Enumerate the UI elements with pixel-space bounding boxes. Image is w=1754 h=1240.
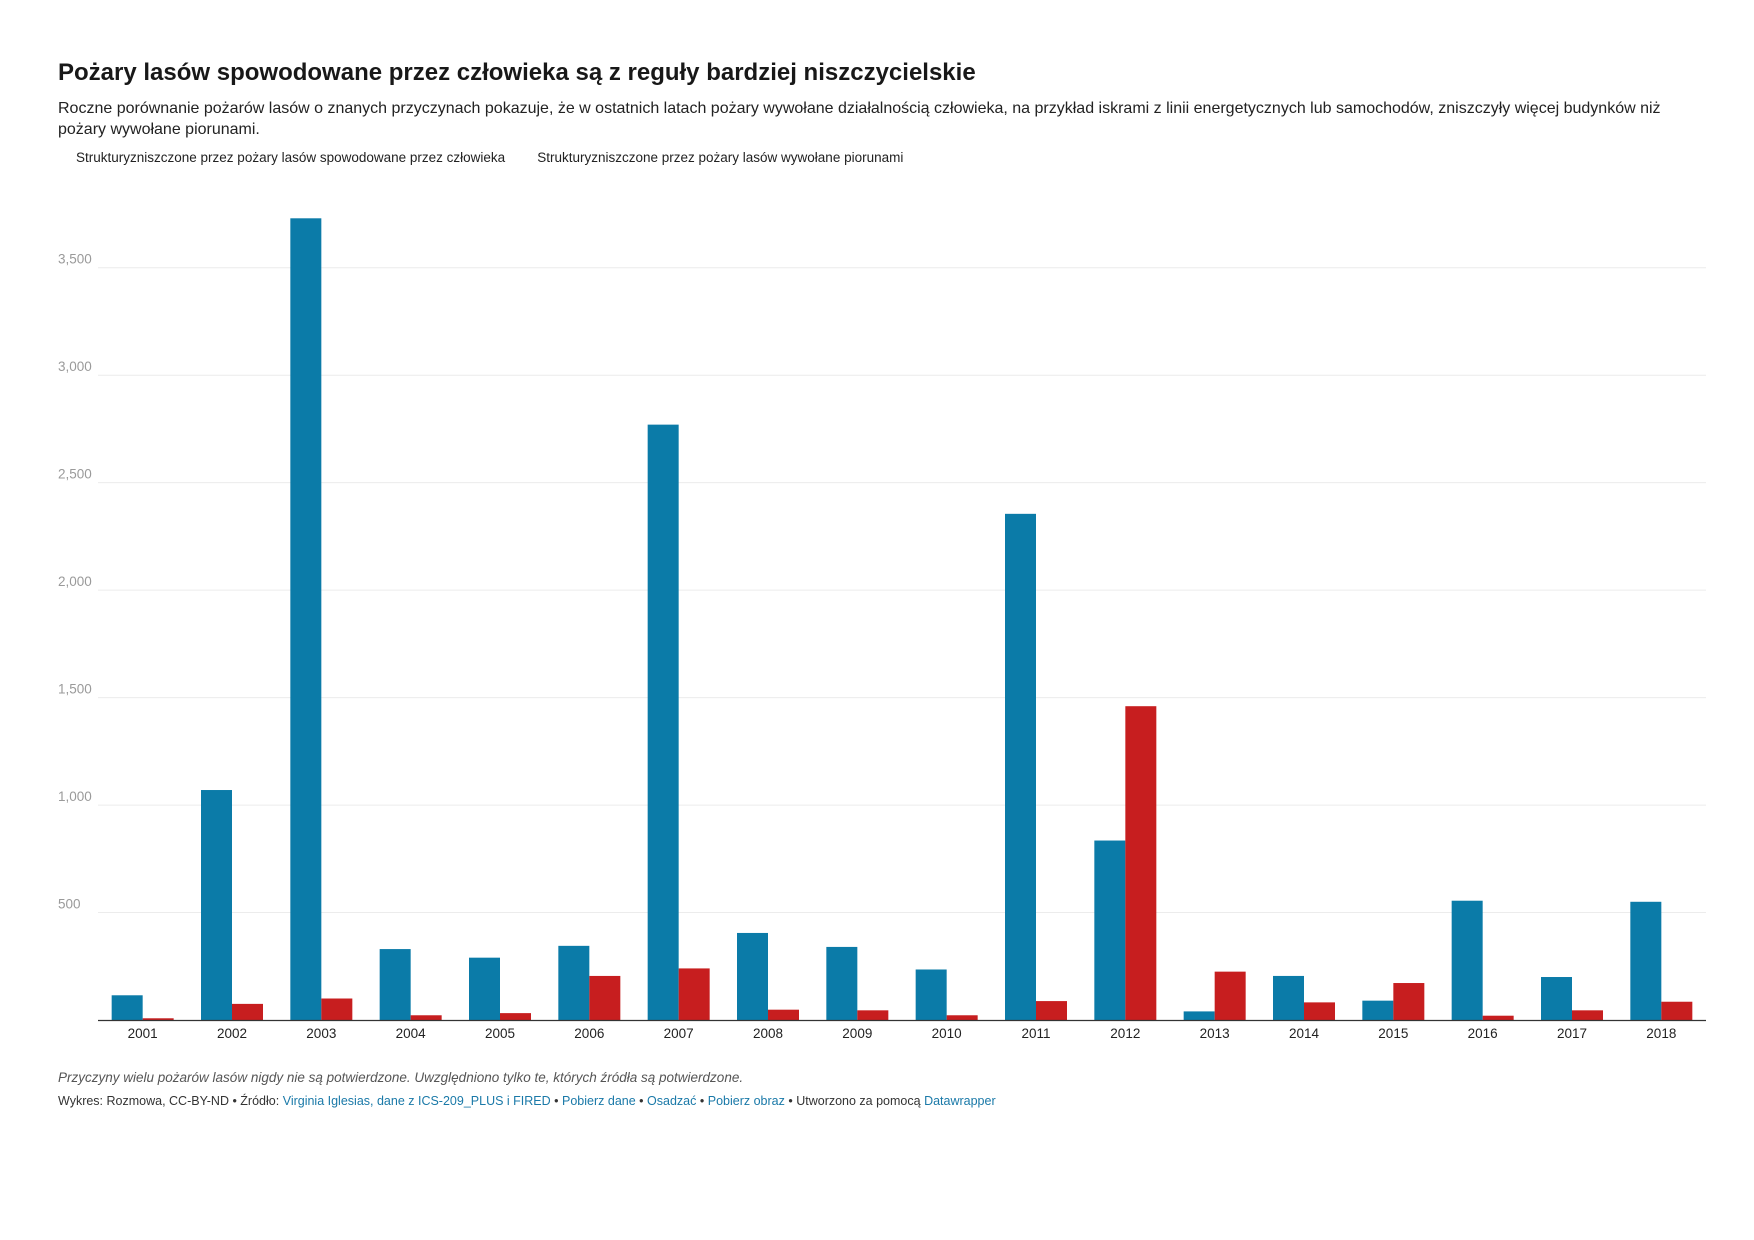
download-image-link[interactable]: Pobierz obraz (707, 1094, 785, 1108)
chart-note: Przyczyny wielu pożarów lasów nigdy nie … (58, 1070, 744, 1085)
bar-human (379, 949, 411, 1020)
bar-human (1183, 1011, 1215, 1020)
y-tick-label: 1,000 (58, 789, 92, 804)
x-tick-label: 2003 (306, 1026, 336, 1041)
bar-lightning (1036, 1001, 1067, 1020)
x-tick-label: 2008 (753, 1026, 783, 1041)
bar-lightning (946, 1015, 978, 1020)
made-with-text: • Utworzono za pomocą (788, 1094, 921, 1108)
x-tick-label: 2006 (574, 1026, 604, 1041)
bar-lightning (232, 1003, 263, 1020)
x-tick-label: 2018 (1646, 1026, 1676, 1041)
y-tick-label: 1,500 (58, 682, 92, 697)
bar-human (111, 995, 143, 1020)
source-link[interactable]: Virginia Iglesias, dane z ICS-209_PLUS i… (282, 1094, 551, 1108)
x-tick-label: 2005 (485, 1026, 515, 1041)
bar-human (201, 790, 232, 1020)
y-tick-label: 500 (58, 897, 81, 912)
bar-lightning (500, 1013, 531, 1020)
legend: Strukturyzniszczone przez pożary lasów s… (58, 150, 1708, 165)
bar-human (1451, 900, 1483, 1020)
x-tick-label: 2015 (1378, 1026, 1408, 1041)
bar-human (558, 945, 590, 1020)
chart-footer: Wykres: Rozmowa, CC-BY-ND • Źródło: Virg… (58, 1094, 996, 1108)
bar-lightning (410, 1015, 442, 1020)
bar-lightning (142, 1018, 174, 1020)
bar-lightning (1572, 1010, 1603, 1020)
bar-human (290, 218, 322, 1021)
bar-lightning (857, 1010, 889, 1020)
bar-human (1273, 975, 1304, 1020)
legend-item-lightning: Strukturyzniszczone przez pożary lasów w… (537, 150, 903, 165)
credit-text: Wykres: Rozmowa, CC-BY-ND • Źródło: (58, 1094, 280, 1108)
y-tick-label: 2,000 (58, 574, 92, 589)
legend-item-human: Strukturyzniszczone przez pożary lasów s… (76, 150, 505, 165)
separator: • (699, 1094, 705, 1108)
bar-lightning (1214, 971, 1246, 1020)
separator: • (639, 1094, 644, 1108)
chart-subtitle: Roczne porównanie pożarów lasów o znanyc… (58, 100, 1661, 138)
bar-lightning (1125, 706, 1157, 1020)
bar-lightning (1393, 983, 1425, 1020)
y-tick-label: 2,500 (58, 467, 92, 482)
bar-human (647, 424, 679, 1021)
bar-lightning (1482, 1015, 1514, 1020)
bar-lightning (678, 968, 710, 1020)
bar-lightning (1304, 1002, 1335, 1020)
datawrapper-link[interactable]: Datawrapper (924, 1094, 996, 1108)
bar-human (1541, 977, 1572, 1020)
x-tick-label: 2010 (932, 1026, 962, 1041)
y-tick-label: 3,000 (58, 359, 92, 374)
bar-lightning (589, 975, 621, 1020)
x-tick-label: 2017 (1557, 1026, 1587, 1041)
x-tick-label: 2004 (396, 1026, 427, 1041)
embed-link[interactable]: Osadzać (647, 1094, 697, 1108)
bar-human (737, 932, 768, 1020)
x-tick-label: 2012 (1110, 1026, 1140, 1041)
bar-human (915, 969, 947, 1020)
separator: • (554, 1094, 559, 1108)
bar-human (469, 957, 500, 1020)
bar-human (1630, 901, 1662, 1020)
bar-lightning (768, 1009, 799, 1020)
bar-human (1362, 1000, 1394, 1020)
x-tick-label: 2011 (1021, 1026, 1050, 1041)
legend-label-lightning: Strukturyzniszczone przez pożary lasów w… (537, 150, 904, 165)
x-tick-label: 2001 (128, 1026, 158, 1041)
bar-human (826, 946, 858, 1020)
x-tick-label: 2016 (1468, 1026, 1498, 1041)
download-data-link[interactable]: Pobierz dane (562, 1094, 636, 1108)
x-tick-label: 2013 (1200, 1026, 1230, 1041)
x-tick-label: 2009 (842, 1026, 872, 1041)
bar-human (1094, 840, 1126, 1020)
x-tick-label: 2007 (664, 1026, 694, 1041)
chart-title: Pożary lasów spowodowane przez człowieka… (58, 59, 976, 86)
x-tick-label: 2002 (217, 1026, 247, 1041)
y-tick-label: 3,500 (58, 252, 92, 267)
legend-label-human: Strukturyzniszczone przez pożary lasów s… (76, 150, 506, 165)
bar-human (1005, 513, 1036, 1020)
chart-header: Pożary lasów spowodowane przez człowieka… (58, 56, 1708, 165)
x-tick-label: 2014 (1289, 1026, 1320, 1041)
bar-lightning (1661, 1001, 1693, 1020)
bar-lightning (321, 998, 353, 1020)
